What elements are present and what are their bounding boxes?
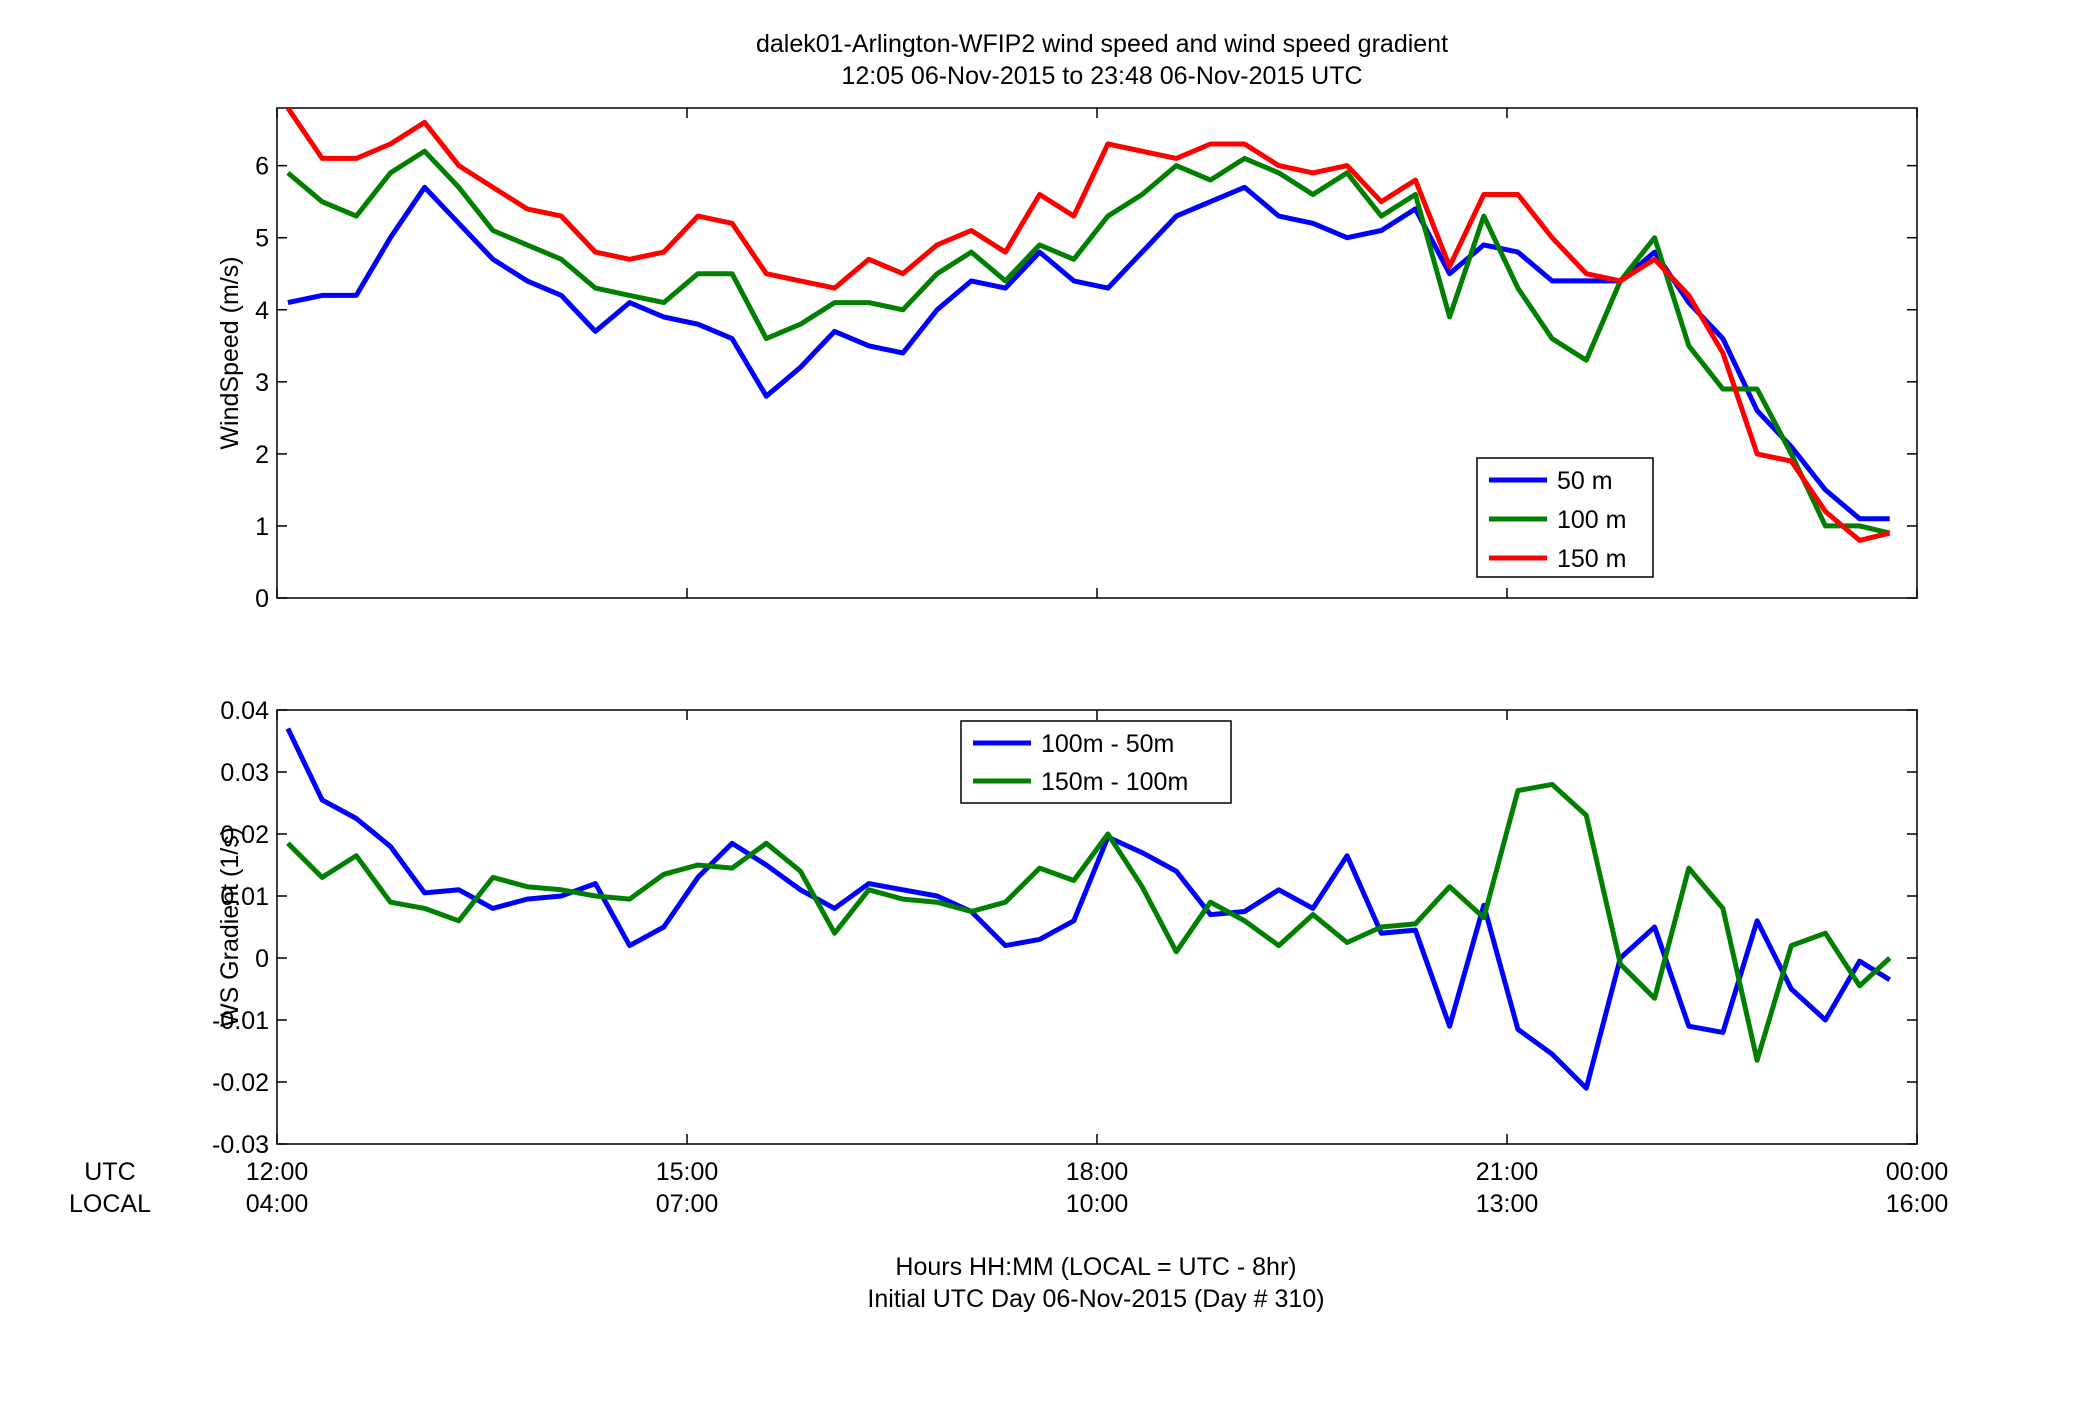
- gradient-panel: -0.03 -0.02 -0.01 0 0.01 0.02 0.03 0.04 12:00 04:…: [212, 697, 1948, 1218]
- y-tick-label: 0: [255, 945, 269, 973]
- legend-label-100m-50m: 100m - 50m: [1041, 730, 1174, 758]
- y-tick-label: 6: [255, 153, 269, 181]
- y-tick-label: 0.01: [220, 883, 269, 911]
- y-tick-label: 4: [255, 297, 269, 325]
- legend-0: 50 m 100 m 150 m: [1476, 457, 1654, 578]
- figure-subtitle: 12:05 06-Nov-2015 to 23:48 06-Nov-2015 U…: [841, 62, 1362, 90]
- x-tick-label-local: 13:00: [1476, 1190, 1539, 1218]
- y-tick-label: 0.03: [220, 759, 269, 787]
- legend-label-150m-100m: 150m - 100m: [1041, 768, 1188, 796]
- y-tick-label: 5: [255, 225, 269, 253]
- x-tick-label-local: 07:00: [656, 1190, 719, 1218]
- x-tick-label-local: 10:00: [1066, 1190, 1129, 1218]
- legend-label-50-m: 50 m: [1557, 467, 1613, 495]
- y-tick-label: 0.04: [220, 697, 269, 725]
- x-axis-label-line1: Hours HH:MM (LOCAL = UTC - 8hr): [895, 1253, 1296, 1281]
- x-tick-label-local: 16:00: [1886, 1190, 1949, 1218]
- plot-area-0: [276, 107, 1918, 599]
- legend-1: 100m - 50m 150m - 100m: [960, 720, 1232, 804]
- series-line-150m-100m: [286, 781, 1892, 1063]
- local-row-label: LOCAL: [69, 1190, 151, 1218]
- x-tick-label-local: 04:00: [246, 1190, 309, 1218]
- y-tick-label: 0: [255, 585, 269, 613]
- x-axis-label-line2: Initial UTC Day 06-Nov-2015 (Day # 310): [867, 1285, 1324, 1313]
- series-line-150-m: [285, 108, 1891, 543]
- x-tick-label-utc: 00:00: [1886, 1158, 1949, 1186]
- x-tick-label-utc: 21:00: [1476, 1158, 1539, 1186]
- y-tick-label: -0.02: [212, 1069, 269, 1097]
- x-tick-label-utc: 12:00: [246, 1158, 309, 1186]
- x-tick-label-utc: 18:00: [1066, 1158, 1129, 1186]
- y-axis-label-0: WindSpeed (m/s): [216, 256, 244, 449]
- y-tick-label: 0.02: [220, 821, 269, 849]
- series-line-100-m: [286, 148, 1891, 536]
- utc-row-label: UTC: [84, 1158, 135, 1186]
- x-tick-label-utc: 15:00: [656, 1158, 719, 1186]
- series-line-100m-50m: [285, 727, 1892, 1091]
- y-axis-label-1: WS Gradient (1/s): [216, 827, 244, 1027]
- y-tick-label: 1: [255, 513, 269, 541]
- legend-box: [960, 720, 1232, 804]
- y-tick-label: -0.01: [212, 1007, 269, 1035]
- windspeed-panel: 0 1 2 3 4 5 6 WindSpeed (m/s) 50 m 100 m 150 m: [216, 107, 1918, 613]
- legend-label-150-m: 150 m: [1557, 545, 1626, 573]
- figure-title: dalek01-Arlington-WFIP2 wind speed and w…: [756, 30, 1448, 58]
- legend-label-100-m: 100 m: [1557, 506, 1626, 534]
- y-tick-label: 2: [255, 441, 269, 469]
- y-tick-label: 3: [255, 369, 269, 397]
- y-tick-label: -0.03: [212, 1131, 269, 1159]
